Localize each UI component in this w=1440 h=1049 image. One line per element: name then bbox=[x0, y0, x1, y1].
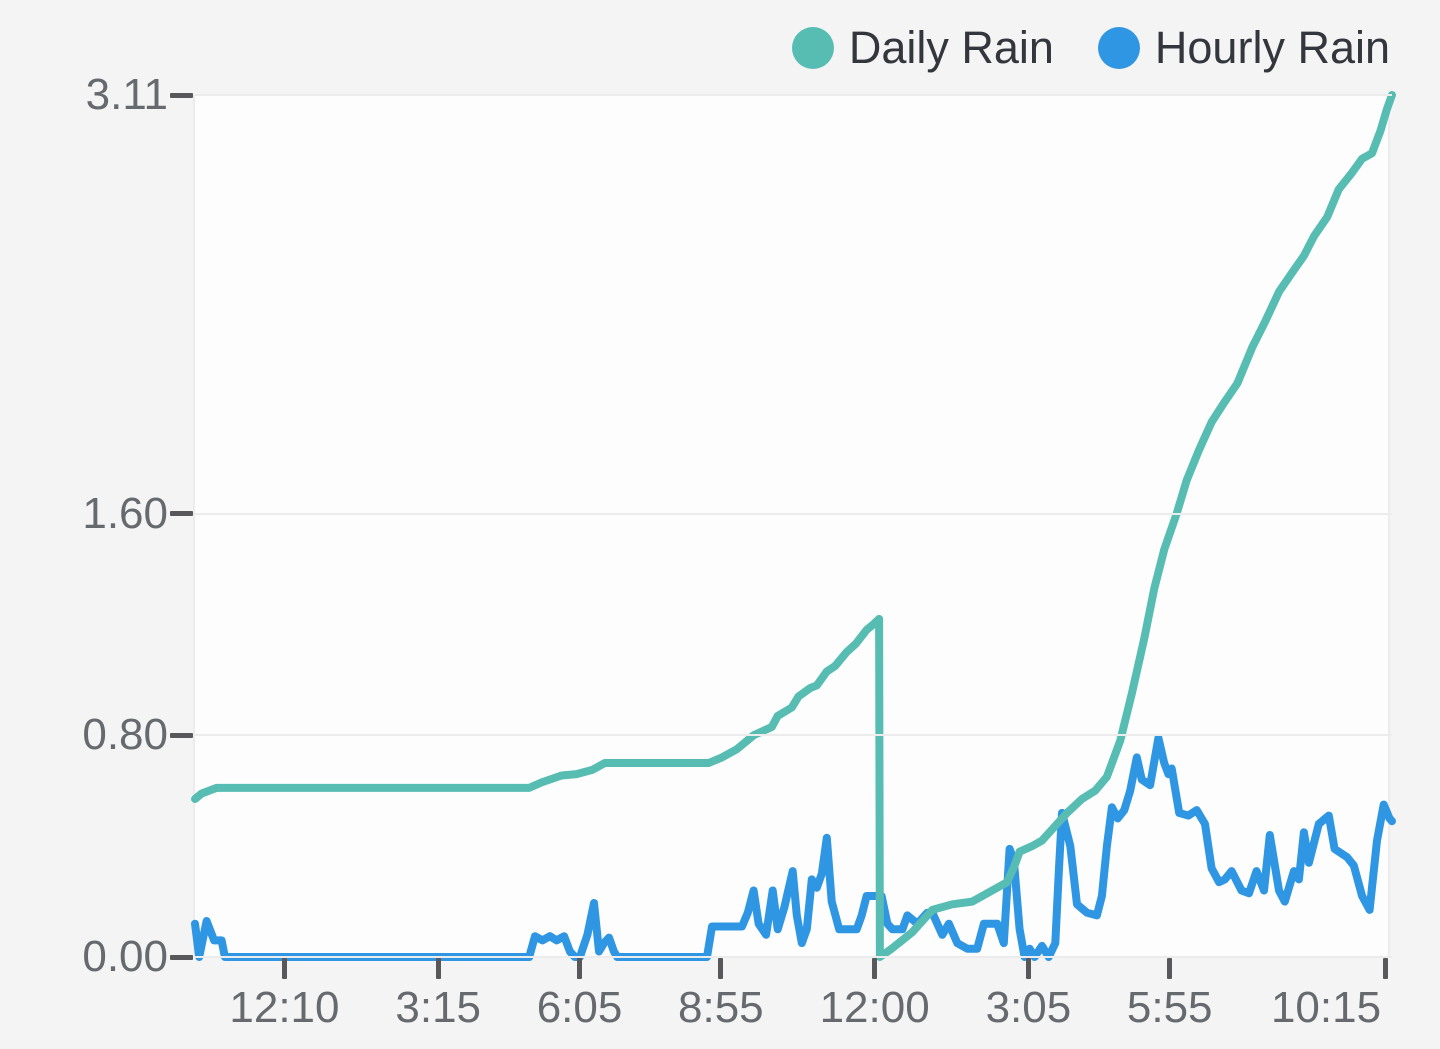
hourly-rain-legend-dot bbox=[1097, 27, 1140, 69]
hourly-rain-line bbox=[191, 734, 1396, 961]
legend: Daily Rain Hourly Rain bbox=[791, 22, 1390, 74]
gridline-y-0.80 bbox=[195, 734, 1392, 737]
x-label-5:55: 5:55 bbox=[1126, 983, 1213, 1032]
gridline-y-3.11 bbox=[195, 94, 1392, 96]
gridline-y-1.60 bbox=[195, 512, 1392, 515]
x-label-8:55: 8:55 bbox=[678, 983, 764, 1032]
x-tick-5:55 bbox=[1167, 958, 1173, 979]
x-label-12:10: 12:10 bbox=[229, 983, 340, 1032]
x-tick-12:10 bbox=[281, 958, 287, 979]
daily-rain-line bbox=[191, 91, 1396, 961]
y-tick-0.00 bbox=[170, 954, 193, 960]
x-tick-12:00 bbox=[872, 958, 878, 979]
x-label-12:00: 12:00 bbox=[819, 983, 930, 1032]
plot-area bbox=[191, 91, 1396, 961]
legend-item-hourly-rain[interactable]: Hourly Rain bbox=[1097, 22, 1390, 74]
x-tick-10:15 bbox=[1383, 958, 1389, 979]
legend-item-daily-rain[interactable]: Daily Rain bbox=[791, 22, 1054, 74]
y-label-0.00: 0.00 bbox=[82, 932, 168, 981]
x-tick-3:05 bbox=[1025, 958, 1031, 979]
daily-rain-legend-label: Daily Rain bbox=[848, 22, 1054, 73]
gridline-y-0.00 bbox=[195, 956, 1392, 958]
daily-rain-legend-dot bbox=[791, 27, 834, 69]
y-label-3.11: 3.11 bbox=[85, 70, 168, 119]
hourly-rain-legend-label: Hourly Rain bbox=[1154, 22, 1390, 73]
x-tick-8:55 bbox=[718, 958, 724, 979]
x-label-10:15: 10:15 bbox=[1270, 983, 1382, 1032]
y-tick-0.80 bbox=[170, 732, 193, 738]
x-tick-3:15 bbox=[435, 958, 441, 979]
y-tick-3.11 bbox=[170, 92, 193, 98]
x-label-6:05: 6:05 bbox=[536, 983, 623, 1032]
y-tick-1.60 bbox=[170, 511, 193, 517]
series-svg bbox=[191, 91, 1396, 961]
y-label-0.80: 0.80 bbox=[82, 710, 168, 760]
x-tick-6:05 bbox=[577, 958, 583, 979]
y-label-1.60: 1.60 bbox=[82, 488, 168, 538]
x-label-3:15: 3:15 bbox=[395, 983, 482, 1032]
x-label-3:05: 3:05 bbox=[985, 983, 1072, 1032]
